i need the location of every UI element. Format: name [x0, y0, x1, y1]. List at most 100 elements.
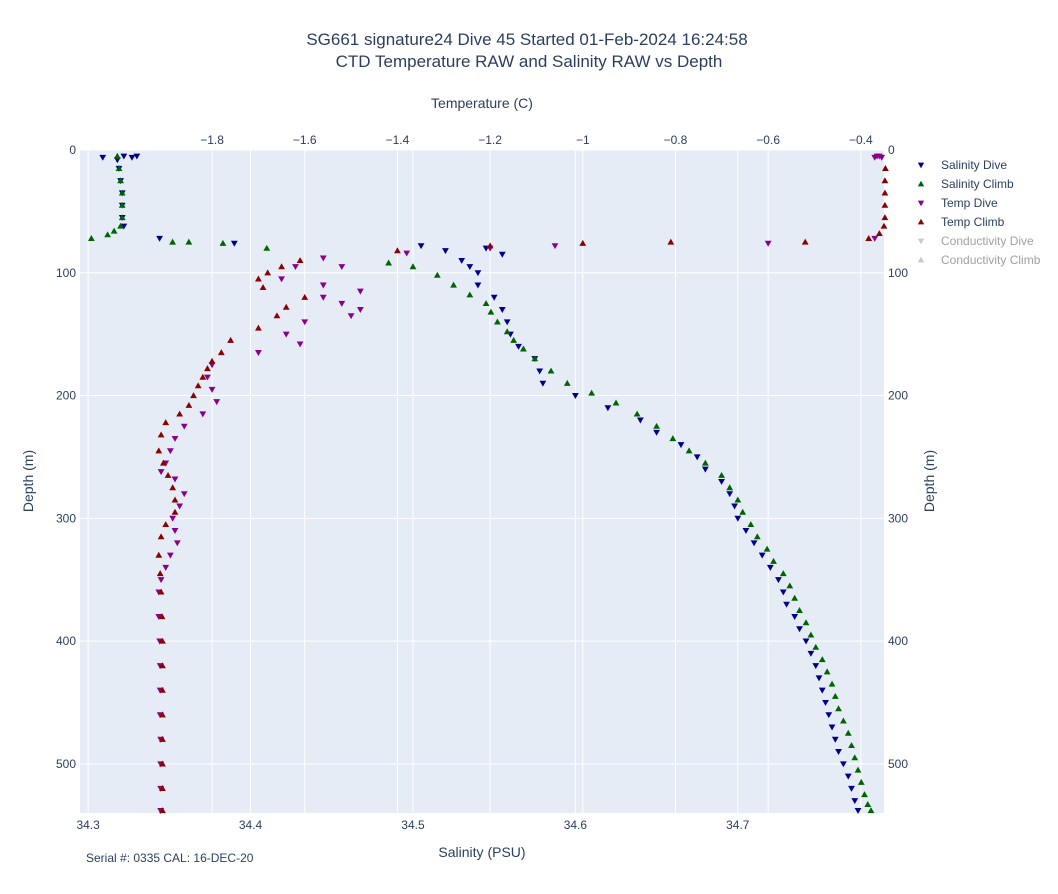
tick-label-depth-right: 400 [888, 634, 908, 648]
data-point [394, 247, 401, 254]
data-point [338, 300, 346, 307]
data-point [230, 240, 238, 247]
legend-label: Conductivity Dive [941, 234, 1034, 248]
data-point [864, 801, 872, 807]
data-point [118, 214, 126, 221]
data-point [636, 417, 644, 424]
data-point [835, 749, 842, 756]
data-point [158, 613, 166, 620]
data-point [739, 508, 747, 515]
data-point [171, 528, 179, 535]
data-point [180, 491, 188, 498]
data-point [171, 476, 179, 483]
data-point [807, 631, 815, 638]
data-point [162, 521, 170, 528]
legend-marker-icon [917, 256, 925, 263]
data-point [758, 552, 766, 559]
data-point [667, 238, 675, 245]
data-point [818, 656, 826, 663]
x-bottom-axis-title: Salinity (PSU) [438, 844, 525, 860]
data-point [763, 545, 771, 552]
data-point [828, 680, 836, 687]
data-point [474, 270, 482, 277]
data-point [865, 235, 873, 241]
data-point [176, 410, 184, 417]
data-point [157, 469, 165, 476]
data-point [669, 435, 677, 442]
data-point [113, 152, 121, 159]
data-point [347, 313, 355, 320]
data-point [515, 343, 522, 350]
data-point [227, 336, 235, 343]
data-point [155, 447, 163, 454]
legend-item-salinity-dive[interactable]: Salinity Dive [917, 158, 1008, 172]
data-point [185, 401, 193, 408]
data-point [812, 663, 820, 670]
legend-item-temp-climb[interactable]: Temp Climb [917, 215, 1005, 229]
data-point [823, 668, 831, 675]
data-point [104, 231, 112, 238]
data-point [536, 368, 544, 375]
data-point [117, 177, 125, 184]
data-point [677, 442, 685, 449]
data-point [208, 386, 216, 393]
legend-item-conductivity-climb[interactable]: Conductivity Climb [917, 253, 1041, 267]
tick-label-depth-right: 0 [888, 143, 895, 157]
data-point [159, 807, 166, 814]
data-point [199, 411, 207, 418]
data-point [176, 503, 184, 510]
tick-label-temperature: −1.2 [478, 133, 502, 147]
y-right-axis-title: Depth (m) [921, 450, 937, 512]
y-left-axis-title: Depth (m) [20, 450, 36, 512]
tick-label-temperature: −1 [576, 133, 590, 147]
data-point [791, 594, 799, 601]
data-point [157, 431, 165, 438]
data-point [510, 336, 518, 343]
data-point [159, 662, 166, 669]
data-point [693, 454, 701, 461]
plot-area [80, 150, 884, 813]
legend-item-conductivity-dive[interactable]: Conductivity Dive [917, 234, 1034, 248]
data-point [133, 153, 141, 160]
data-point [159, 686, 166, 693]
legend-item-salinity-climb[interactable]: Salinity Climb [917, 177, 1014, 191]
data-point [807, 650, 815, 657]
data-point [839, 717, 847, 724]
tick-label-depth-right: 100 [888, 266, 908, 280]
data-point [217, 349, 225, 356]
data-point [701, 466, 709, 473]
data-point [301, 293, 309, 300]
tick-label-depth-left: 500 [56, 757, 76, 771]
data-point [815, 675, 823, 682]
data-point [409, 263, 417, 270]
data-point [99, 154, 107, 161]
legend-item-temp-dive[interactable]: Temp Dive [917, 196, 998, 210]
data-point [442, 248, 449, 255]
data-point [539, 380, 547, 387]
data-point [282, 303, 290, 310]
data-point [319, 255, 327, 262]
data-point [547, 367, 555, 374]
legend-label: Temp Dive [941, 196, 998, 210]
data-point [171, 435, 179, 442]
data-point [208, 357, 216, 364]
data-point [520, 345, 527, 352]
data-point [110, 227, 118, 234]
data-point [612, 399, 620, 406]
data-point [881, 201, 889, 208]
data-point [278, 263, 285, 270]
data-point [433, 271, 441, 278]
data-point [750, 540, 758, 547]
data-point [796, 626, 803, 633]
data-point [118, 189, 126, 196]
legend-marker-icon [917, 162, 925, 169]
data-point [255, 275, 262, 282]
data-point [213, 399, 221, 406]
data-point [783, 601, 790, 608]
data-point [831, 736, 839, 743]
data-point [839, 761, 847, 768]
data-point [204, 365, 211, 372]
data-point [219, 239, 227, 246]
data-point [503, 319, 511, 326]
